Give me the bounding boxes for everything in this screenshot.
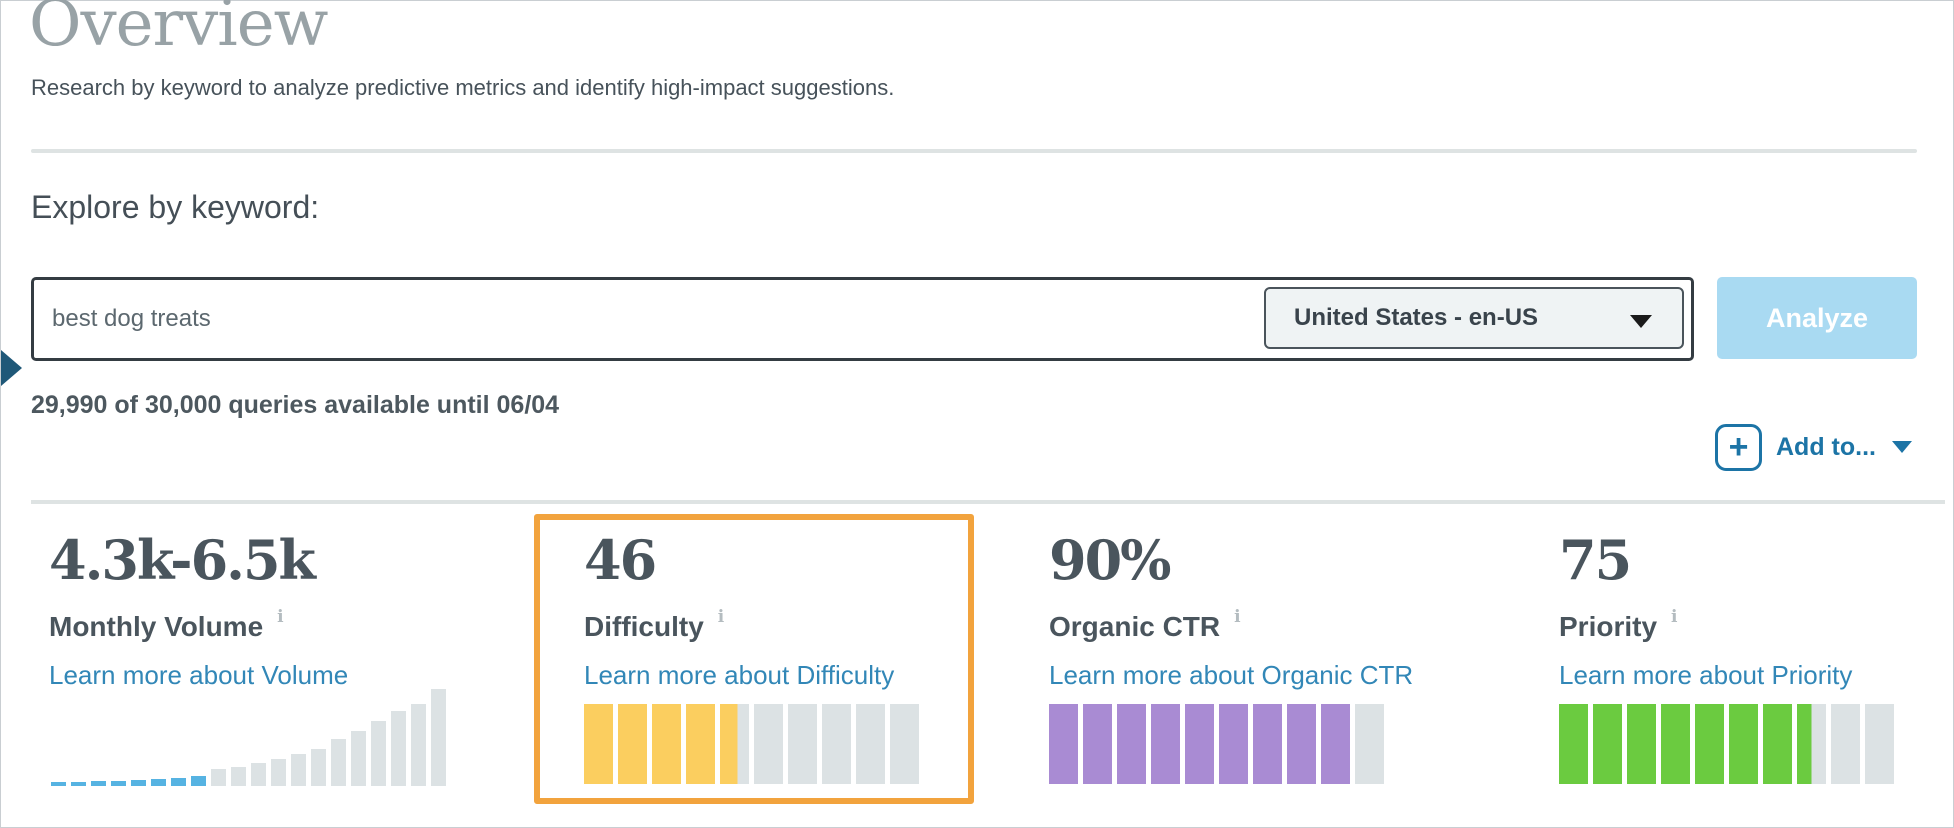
add-to-button[interactable]: + Add to... (1715, 423, 1912, 471)
locale-dropdown[interactable]: United States - en-US (1264, 287, 1684, 349)
metric-card-priority: 75 Priority i Learn more about Priority (1559, 528, 1894, 784)
explore-by-keyword-heading: Explore by keyword: (31, 189, 320, 225)
info-icon[interactable]: i (1234, 607, 1241, 627)
metric-label: Priority (1559, 611, 1658, 642)
chevron-down-icon (1630, 315, 1652, 328)
add-to-label: Add to... (1776, 432, 1876, 461)
volume-distribution-chart (51, 689, 451, 786)
analyze-button[interactable]: Analyze (1717, 277, 1917, 359)
info-icon[interactable]: i (1671, 607, 1678, 627)
metric-value: 90% (1049, 528, 1171, 592)
organic-ctr-gauge (1049, 704, 1384, 784)
priority-gauge (1559, 704, 1894, 784)
metric-label: Monthly Volume (49, 611, 264, 642)
caret-down-icon (1891, 441, 1912, 453)
metric-card-difficulty: 46 Difficulty i Learn more about Difficul… (584, 528, 919, 784)
learn-more-link[interactable]: Learn more about Difficulty (584, 660, 895, 690)
info-icon[interactable]: i (717, 607, 725, 627)
metrics-divider (31, 500, 1945, 504)
metric-value: 4.3k-6.5k (49, 528, 316, 592)
page-title: Overview (29, 0, 328, 61)
learn-more-link[interactable]: Learn more about Priority (1559, 660, 1853, 690)
current-page-arrow-indicator (1, 350, 22, 386)
locale-dropdown-value: United States - en-US (1294, 304, 1539, 331)
learn-more-link[interactable]: Learn more about Organic CTR (1049, 660, 1414, 690)
metric-card-organic-ctr: 90% Organic CTR i Learn more about Organi… (1049, 528, 1414, 784)
metric-value: 75 (1559, 528, 1632, 592)
difficulty-gauge (584, 704, 919, 784)
header-divider (31, 149, 1917, 153)
difficulty-highlight-outline (534, 514, 974, 804)
metric-label: Organic CTR (1049, 611, 1221, 642)
plus-icon: + (1715, 423, 1762, 471)
learn-more-link[interactable]: Learn more about Volume (49, 660, 349, 690)
query-quota-status: 29,990 of 30,000 queries available until… (31, 391, 560, 419)
metric-label: Difficulty (584, 611, 704, 642)
metric-card-monthly-volume: 4.3k-6.5k Monthly Volume i Learn more abo… (49, 528, 446, 786)
metric-value: 46 (584, 528, 657, 592)
info-icon[interactable]: i (277, 607, 284, 627)
page-subtitle: Research by keyword to analyze predictiv… (31, 75, 895, 100)
